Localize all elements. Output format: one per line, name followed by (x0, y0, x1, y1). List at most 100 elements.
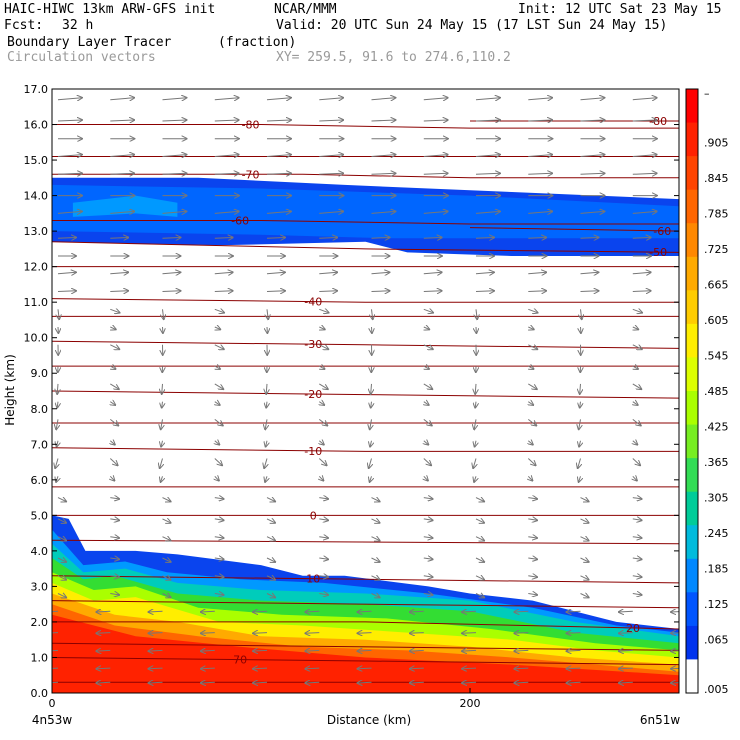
contour-label-0: -80 (242, 119, 260, 132)
circulation-vector (305, 682, 320, 683)
circulation-vector (528, 366, 533, 369)
y-tick-label-4: 4.0 (31, 545, 49, 558)
colorbar: – .905 .845 .785 .725 .665 .605 .545 .485 .425 .36… (685, 87, 729, 696)
circulation-vector (266, 440, 267, 447)
circulation-vector (214, 173, 239, 174)
circulation-vector (462, 633, 477, 634)
circulation-vector (580, 173, 605, 174)
circulation-vector (423, 345, 433, 349)
circulation-vector (265, 419, 267, 429)
circulation-vector (580, 98, 605, 100)
header-field: Boundary Layer Tracer (7, 35, 172, 50)
circulation-vector (319, 537, 328, 538)
circulation-vector (632, 558, 642, 559)
circulation-vector (319, 558, 328, 559)
circulation-vector (633, 327, 639, 329)
circulation-vector (632, 211, 657, 213)
circulation-vector (110, 441, 115, 445)
circulation-vector (214, 537, 224, 538)
circulation-vector (319, 291, 337, 292)
circulation-vector (632, 498, 642, 499)
circulation-vector (528, 173, 552, 174)
circulation-vector (201, 650, 215, 651)
circulation-vectors (52, 98, 685, 683)
circulation-vector (52, 649, 59, 652)
contour-label-11: 10 (306, 573, 320, 586)
temperature-line-8 (52, 642, 679, 651)
colorbar-label-13: .185 (704, 563, 729, 576)
circulation-vector (410, 668, 424, 669)
x-tick-label-1: 200 (460, 697, 481, 710)
circulation-vector (528, 238, 546, 239)
circulation-vector (371, 558, 380, 562)
y-axis-label: Height (km) (3, 354, 17, 425)
circulation-vector (214, 238, 233, 239)
circulation-vector (214, 309, 224, 312)
circulation-vector (371, 576, 380, 580)
circulation-vector (319, 98, 343, 100)
circulation-vector (253, 682, 268, 683)
colorbar-label-16: .005 (704, 683, 729, 696)
colorbar-label-5: .665 (704, 278, 729, 291)
circulation-vector (57, 558, 66, 562)
circulation-vector (215, 402, 220, 405)
contour-label-5: -50 (649, 246, 667, 259)
circulation-vector (162, 537, 171, 541)
circulation-vector (96, 633, 111, 634)
circulation-vector (110, 173, 134, 174)
circulation-vector (319, 402, 324, 405)
circulation-vector (214, 458, 222, 466)
contour-label-8: -20 (304, 388, 322, 401)
circulation-vector (671, 682, 679, 683)
circulation-vector (319, 594, 328, 595)
circulation-vector (632, 519, 642, 520)
circulation-vector (580, 238, 599, 239)
circulation-vector (475, 238, 494, 239)
contour-label-9: -10 (304, 445, 322, 458)
circulation-vector (162, 211, 187, 213)
circulation-vector (424, 402, 429, 405)
circulation-vector (267, 309, 268, 319)
circulation-vector (632, 383, 642, 389)
temperature-line-6 (52, 539, 679, 545)
circulation-vector (671, 650, 679, 651)
contour-label-3: -60 (231, 214, 249, 227)
circulation-vector (215, 476, 219, 480)
circulation-vector (110, 345, 119, 349)
circulation-vector (160, 458, 163, 469)
circulation-vector (514, 633, 529, 634)
circulation-vector (567, 611, 581, 612)
circulation-vector (684, 441, 685, 447)
circulation-vector (580, 383, 581, 394)
y-tick-label-3: 3.0 (31, 580, 49, 593)
colorbar-swatch-9 (686, 391, 698, 426)
circulation-vector (528, 498, 537, 499)
circulation-vector (632, 291, 651, 292)
temperature-contour-2 (52, 173, 679, 179)
upper-tracer-band-2 (72, 195, 178, 217)
circulation-vector (110, 576, 119, 577)
circulation-vector (110, 98, 134, 100)
colorbar-swatch-0 (686, 89, 698, 124)
circulation-vector (319, 173, 343, 174)
circulation-vector (109, 419, 118, 425)
circulation-vector (319, 211, 343, 213)
circulation-vector (424, 366, 429, 369)
circulation-vector (266, 211, 291, 213)
circulation-vector (474, 476, 476, 482)
circulation-vector (149, 633, 163, 634)
circulation-vector (528, 327, 534, 329)
circulation-vector (214, 120, 239, 121)
circulation-vector (632, 120, 657, 121)
circulation-vector (266, 272, 285, 274)
circulation-vector (162, 120, 187, 121)
y-tick-label-1: 1.0 (31, 651, 49, 664)
circulation-vector (424, 476, 428, 480)
circulation-vector (214, 98, 239, 100)
circulation-vector (96, 668, 111, 669)
circulation-vector (57, 401, 58, 408)
circulation-vector (371, 98, 396, 100)
circulation-vector (619, 682, 633, 683)
temperature-contours: -80 -80 -70 -60 -60 -50 -40 -30 -20 -10 0 10 20 70 (52, 115, 679, 683)
circulation-vector (214, 383, 224, 389)
